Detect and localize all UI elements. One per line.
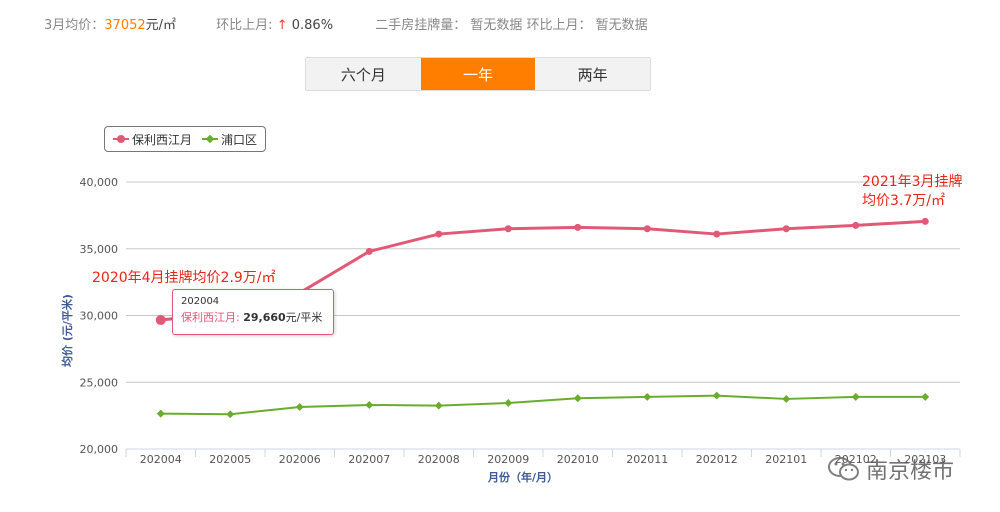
legend-label-series1: 保利西江月 <box>132 132 193 147</box>
series1-point <box>643 225 651 233</box>
series1-point <box>713 230 721 238</box>
x-tick-label: 202010 <box>557 453 599 466</box>
x-tick-label: 202012 <box>696 453 738 466</box>
month-avg-label: 3月均价： <box>44 18 105 33</box>
series1-point <box>504 225 512 233</box>
tooltip-row: 保利西江月: 29,660元/平米 <box>181 311 323 324</box>
x-tick-label: 202103 <box>904 453 946 466</box>
annotation-start: 2020年4月挂牌均价2.9万/㎡ <box>92 270 276 286</box>
listing-mom-label: 环比上月： <box>526 18 592 33</box>
y-tick-label: 40,000 <box>80 176 119 189</box>
x-tick-label: 202102 <box>835 453 877 466</box>
legend-item-series1[interactable]: 保利西江月 <box>113 131 192 148</box>
tooltip-title: 202004 <box>181 296 220 307</box>
watermark-text: 南京楼市 <box>866 459 955 484</box>
series1-point <box>155 315 166 326</box>
series2-point <box>921 392 930 401</box>
series2-point <box>504 398 513 407</box>
mom-label: 环比上月: <box>216 18 273 33</box>
annotation-end-line2: 均价3.7万/㎡ <box>862 193 945 209</box>
x-tick-label: 202007 <box>348 453 390 466</box>
series1-point <box>921 217 929 225</box>
y-tick-label: 35,000 <box>80 243 119 256</box>
tab-one-year[interactable]: 一年 <box>420 58 536 90</box>
x-tick-label: 202008 <box>418 453 460 466</box>
y-axis-title: 均价 (元/平米) <box>60 294 74 367</box>
series-line-2 <box>160 394 926 416</box>
x-tick-label: 202006 <box>279 453 321 466</box>
x-axis-title: 月份（年/月） <box>487 470 558 484</box>
series1-point <box>435 230 443 238</box>
y-tick-label: 25,000 <box>80 376 119 389</box>
series1-point <box>852 221 860 229</box>
series2-point <box>434 401 443 410</box>
series1-point <box>365 247 373 255</box>
tooltip-unit: 元/平米 <box>285 311 323 324</box>
chart-legend: 保利西江月 浦口区 <box>104 126 267 152</box>
tab-two-years[interactable]: 两年 <box>535 58 650 90</box>
x-tick-label: 202005 <box>209 453 251 466</box>
mom-value: 0.86% <box>291 18 334 33</box>
series2-point <box>226 410 235 419</box>
legend-item-series2[interactable]: 浦口区 <box>202 131 257 148</box>
month-avg-unit: 元/㎡ <box>145 18 177 33</box>
series2-point <box>851 392 860 401</box>
series1-point <box>574 223 582 231</box>
x-tick-label: 202011 <box>626 453 668 466</box>
tooltip-value: 29,660 <box>243 311 286 324</box>
x-tick-label: 202101 <box>765 453 807 466</box>
listing-mom-value: 暂无数据 <box>595 18 648 33</box>
chart-tooltip: 202004 保利西江月: 29,660元/平米 <box>172 289 334 335</box>
tooltip-series-name: 保利西江月 <box>181 311 236 324</box>
series2-point <box>712 391 721 400</box>
listing-label: 二手房挂牌量： <box>375 18 467 33</box>
series2-point <box>156 409 165 418</box>
mom-up-arrow-icon: ↑ <box>276 18 288 33</box>
stats-bar: 3月均价：37052元/㎡ 环比上月: ↑ 0.86% 二手房挂牌量： 暂无数据… <box>44 14 648 33</box>
listing-value: 暂无数据 <box>470 18 523 33</box>
month-avg-value: 37052 <box>104 18 146 33</box>
legend-label-series2: 浦口区 <box>221 132 258 147</box>
series2-point <box>365 400 374 409</box>
series2-point <box>782 394 791 403</box>
wechat-logo-icon <box>828 456 860 482</box>
series2-point <box>295 402 304 411</box>
series1-point <box>782 225 790 233</box>
legend-marker-series2-icon <box>202 134 219 144</box>
y-tick-label: 20,000 <box>80 443 119 456</box>
y-tick-label: 30,000 <box>80 310 119 323</box>
x-tick-label: 202004 <box>140 453 182 466</box>
x-tick-label: 202009 <box>487 453 529 466</box>
annotation-end-line1: 2021年3月挂牌 <box>862 174 963 190</box>
legend-marker-series1-icon <box>113 134 129 144</box>
period-tabs: 六个月 一年 两年 <box>305 57 651 91</box>
tab-six-months[interactable]: 六个月 <box>306 58 421 90</box>
series2-point <box>643 392 652 401</box>
series2-point <box>573 394 582 403</box>
watermark: 南京楼市 <box>828 452 978 486</box>
